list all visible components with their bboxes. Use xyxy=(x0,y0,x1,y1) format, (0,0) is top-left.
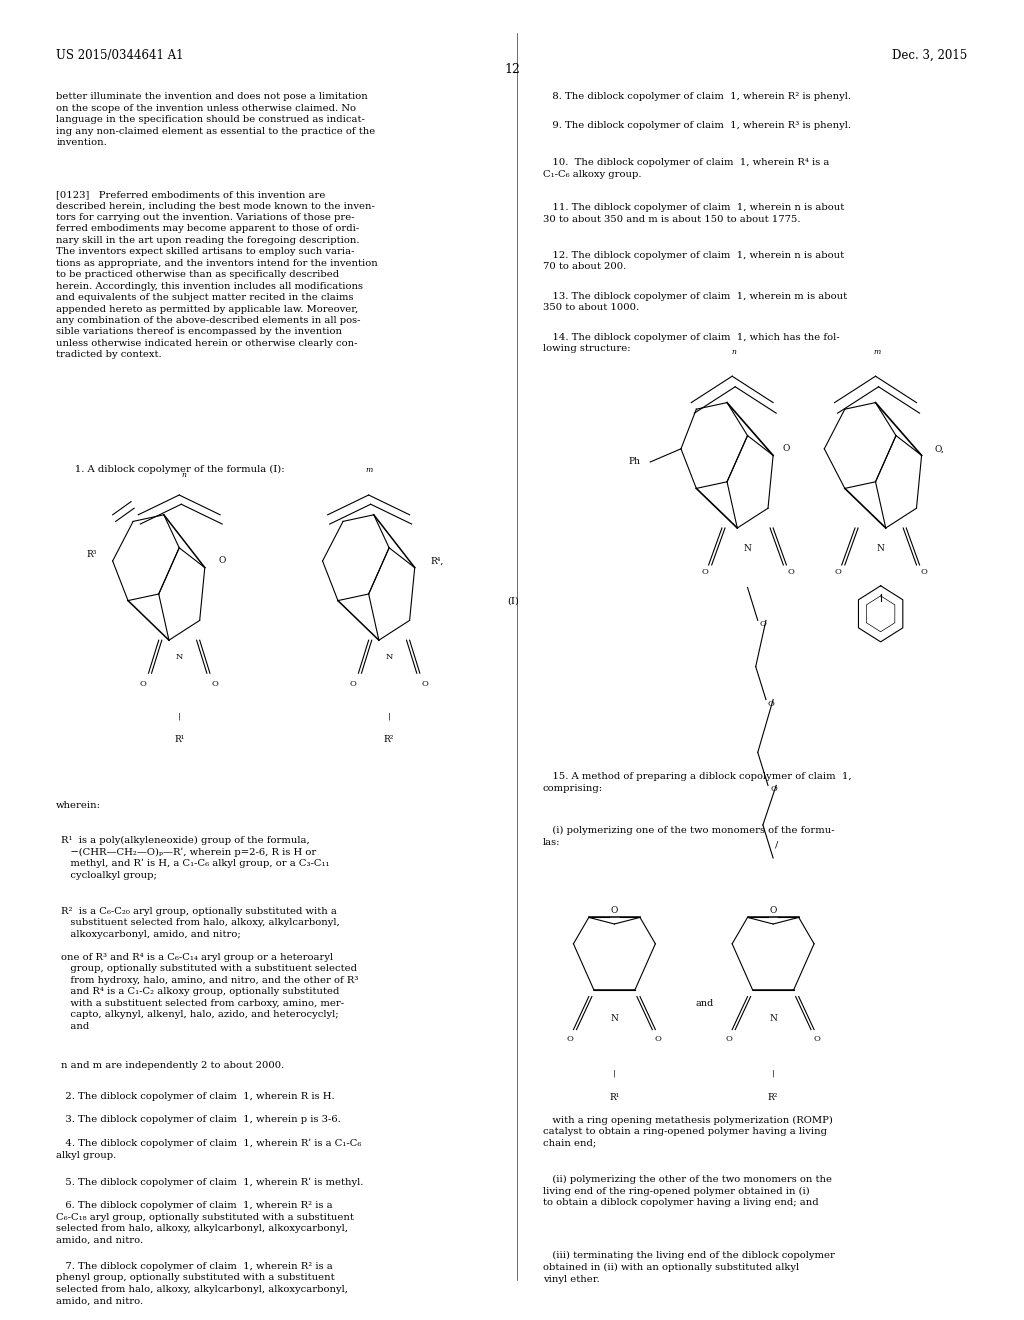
Text: N: N xyxy=(610,1014,618,1023)
Text: O: O xyxy=(610,907,618,915)
Text: R²: R² xyxy=(384,735,394,744)
Text: (ii) polymerizing the other of the two monomers on the
living end of the ring-op: (ii) polymerizing the other of the two m… xyxy=(543,1175,831,1206)
Text: N: N xyxy=(877,544,885,553)
Text: O: O xyxy=(422,680,428,688)
Text: 12: 12 xyxy=(504,63,520,77)
Text: N: N xyxy=(175,653,183,661)
Text: R³: R³ xyxy=(87,550,97,558)
Text: 9. The diblock copolymer of claim  1, wherein R³ is phenyl.: 9. The diblock copolymer of claim 1, whe… xyxy=(543,121,851,131)
Text: O: O xyxy=(787,568,794,576)
Text: m: m xyxy=(873,348,882,356)
Text: O: O xyxy=(726,1035,732,1043)
Text: O: O xyxy=(760,620,767,628)
Text: R¹  is a poly(alkyleneoxide) group of the formula,
   −(CHR—CH₂—O)ₚ—Rʹ, wherein : R¹ is a poly(alkyleneoxide) group of the… xyxy=(61,836,330,880)
Text: |: | xyxy=(772,1069,774,1077)
Text: 2. The diblock copolymer of claim  1, wherein R is H.: 2. The diblock copolymer of claim 1, whe… xyxy=(56,1092,335,1101)
Text: n: n xyxy=(732,348,736,356)
Text: R²: R² xyxy=(768,1093,778,1102)
Text: and: and xyxy=(695,999,714,1007)
Text: O: O xyxy=(921,568,927,576)
Text: wherein:: wherein: xyxy=(56,801,101,810)
Text: O: O xyxy=(567,1035,573,1043)
Text: O: O xyxy=(701,568,708,576)
Text: R¹: R¹ xyxy=(609,1093,620,1102)
Text: |: | xyxy=(178,713,180,721)
Text: 10.  The diblock copolymer of claim  1, wherein R⁴ is a
C₁-C₆ alkoxy group.: 10. The diblock copolymer of claim 1, wh… xyxy=(543,158,829,178)
Text: O: O xyxy=(212,680,218,688)
Text: O: O xyxy=(770,785,777,793)
Text: 12. The diblock copolymer of claim  1, wherein n is about
70 to about 200.: 12. The diblock copolymer of claim 1, wh… xyxy=(543,251,844,271)
Text: O: O xyxy=(350,680,356,688)
Text: |: | xyxy=(388,713,390,721)
Text: m: m xyxy=(365,466,373,474)
Text: better illuminate the invention and does not pose a limitation
on the scope of t: better illuminate the invention and does… xyxy=(56,92,376,148)
Text: O: O xyxy=(769,907,777,915)
Text: n and m are independently 2 to about 2000.: n and m are independently 2 to about 200… xyxy=(61,1061,285,1071)
Text: Ph: Ph xyxy=(628,458,640,466)
Text: (iii) terminating the living end of the diblock copolymer
obtained in (ii) with : (iii) terminating the living end of the … xyxy=(543,1251,835,1283)
Text: O: O xyxy=(835,568,841,576)
Text: 1. A diblock copolymer of the formula (I):: 1. A diblock copolymer of the formula (I… xyxy=(56,465,285,474)
Text: 4. The diblock copolymer of claim  1, wherein Rʹ is a C₁-C₆
alkyl group.: 4. The diblock copolymer of claim 1, whe… xyxy=(56,1139,361,1160)
Text: R²  is a C₆-C₂₀ aryl group, optionally substituted with a
   substituent selecte: R² is a C₆-C₂₀ aryl group, optionally su… xyxy=(61,907,340,939)
Text: O: O xyxy=(140,680,146,688)
Text: (I): (I) xyxy=(507,597,518,605)
Text: one of R³ and R⁴ is a C₆-C₁₄ aryl group or a heteroaryl
   group, optionally sub: one of R³ and R⁴ is a C₆-C₁₄ aryl group … xyxy=(61,953,358,1031)
Text: US 2015/0344641 A1: US 2015/0344641 A1 xyxy=(56,49,184,62)
Text: Dec. 3, 2015: Dec. 3, 2015 xyxy=(893,49,968,62)
Text: 11. The diblock copolymer of claim  1, wherein n is about
30 to about 350 and m : 11. The diblock copolymer of claim 1, wh… xyxy=(543,203,844,223)
Text: 5. The diblock copolymer of claim  1, wherein Rʹ is methyl.: 5. The diblock copolymer of claim 1, whe… xyxy=(56,1177,364,1187)
Text: 6. The diblock copolymer of claim  1, wherein R² is a
C₆-C₁₈ aryl group, optiona: 6. The diblock copolymer of claim 1, whe… xyxy=(56,1201,354,1245)
Text: N: N xyxy=(385,653,393,661)
Text: [0123]   Preferred embodiments of this invention are
described herein, including: [0123] Preferred embodiments of this inv… xyxy=(56,190,378,359)
Text: O: O xyxy=(218,557,226,565)
Text: O,: O, xyxy=(935,445,945,453)
Text: R⁴,: R⁴, xyxy=(430,557,443,565)
Text: 3. The diblock copolymer of claim  1, wherein p is 3-6.: 3. The diblock copolymer of claim 1, whe… xyxy=(56,1115,341,1125)
Text: O: O xyxy=(768,700,775,708)
Text: O: O xyxy=(655,1035,662,1043)
Text: O: O xyxy=(814,1035,820,1043)
Text: 14. The diblock copolymer of claim  1, which has the fol-
lowing structure:: 14. The diblock copolymer of claim 1, wh… xyxy=(543,333,840,352)
Text: 7. The diblock copolymer of claim  1, wherein R² is a
phenyl group, optionally s: 7. The diblock copolymer of claim 1, whe… xyxy=(56,1262,348,1305)
Text: |: | xyxy=(613,1069,615,1077)
Text: 13. The diblock copolymer of claim  1, wherein m is about
350 to about 1000.: 13. The diblock copolymer of claim 1, wh… xyxy=(543,292,847,312)
Text: (i) polymerizing one of the two monomers of the formu-
las:: (i) polymerizing one of the two monomers… xyxy=(543,826,835,847)
Text: /: / xyxy=(775,841,778,849)
Text: with a ring opening metathesis polymerization (ROMP)
catalyst to obtain a ring-o: with a ring opening metathesis polymeriz… xyxy=(543,1115,833,1147)
Text: N: N xyxy=(769,1014,777,1023)
Text: O: O xyxy=(782,445,791,453)
Text: n: n xyxy=(182,471,186,479)
Text: R¹: R¹ xyxy=(174,735,184,744)
Text: 15. A method of preparing a diblock copolymer of claim  1,
comprising:: 15. A method of preparing a diblock copo… xyxy=(543,772,851,792)
Text: 8. The diblock copolymer of claim  1, wherein R² is phenyl.: 8. The diblock copolymer of claim 1, whe… xyxy=(543,92,851,102)
Text: N: N xyxy=(743,544,752,553)
